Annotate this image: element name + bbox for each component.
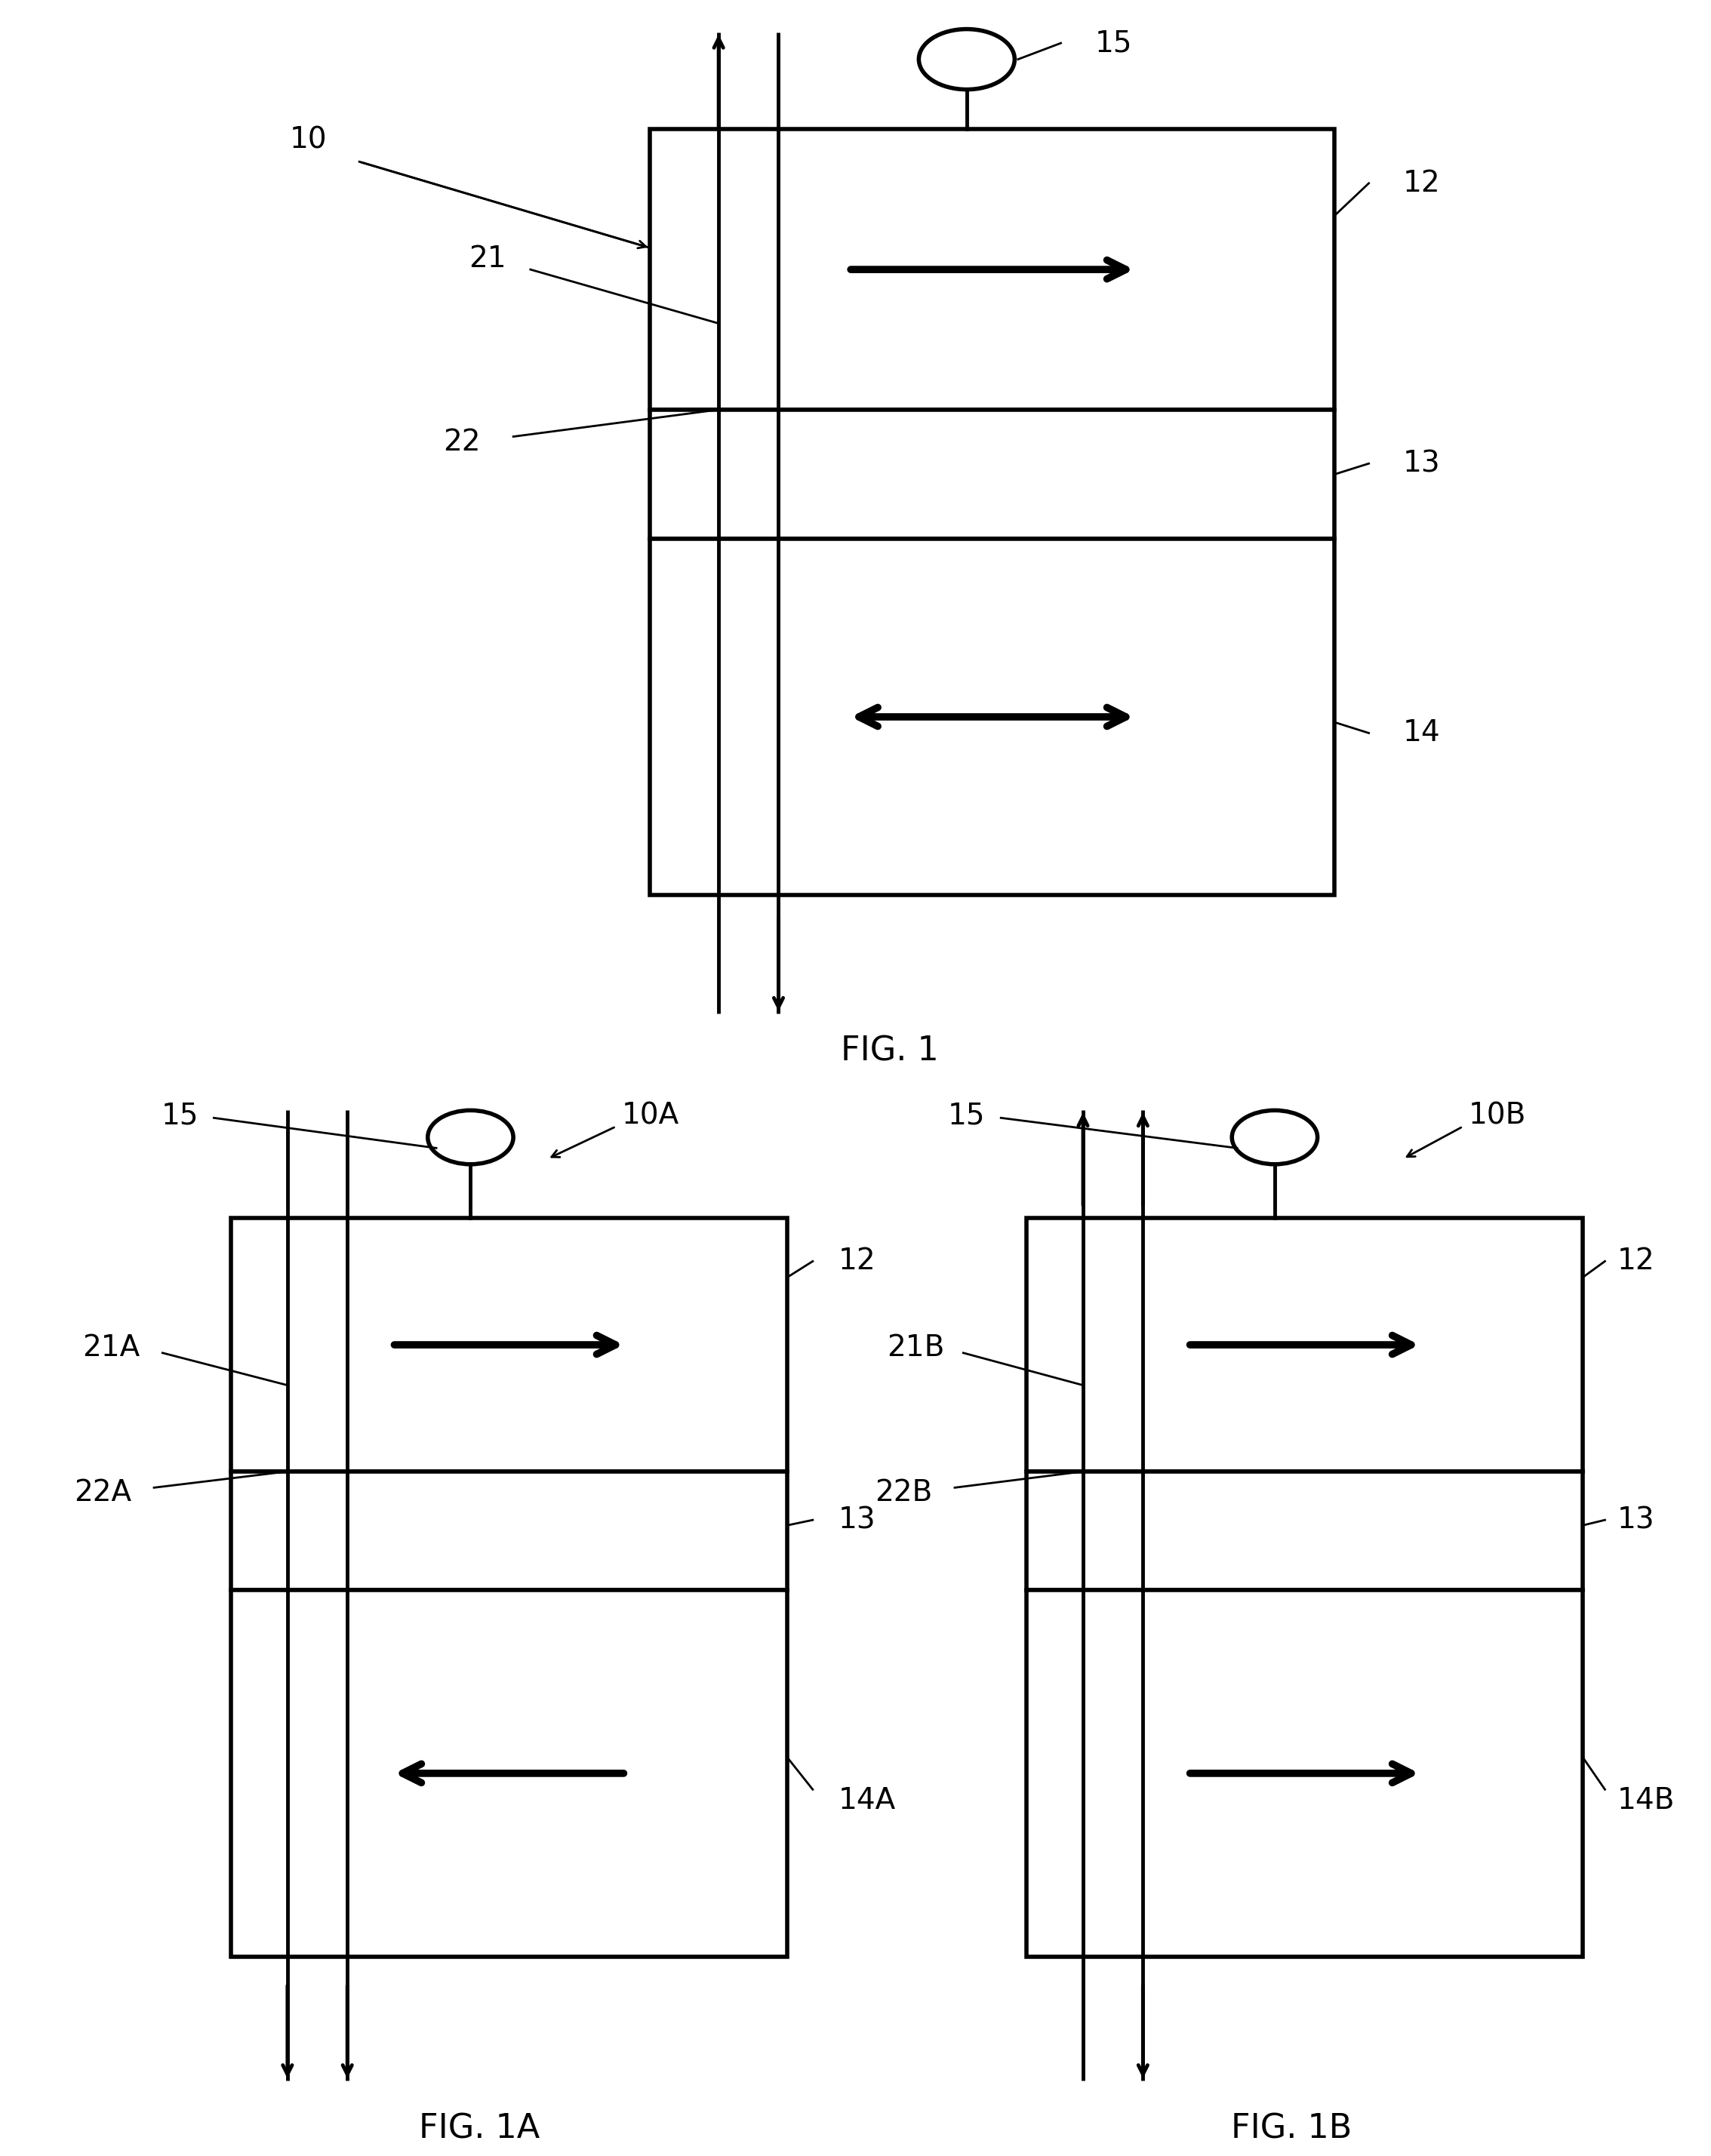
Text: 21: 21: [469, 244, 506, 274]
Bar: [231, 1591, 787, 1958]
Text: 14B: 14B: [1617, 1785, 1675, 1815]
Circle shape: [919, 30, 1015, 91]
Bar: [1027, 1470, 1583, 1591]
Text: 21A: 21A: [82, 1332, 140, 1363]
Text: 15: 15: [948, 1102, 986, 1130]
Text: 12: 12: [1617, 1246, 1655, 1276]
Text: 15: 15: [161, 1102, 198, 1130]
Text: 10: 10: [289, 125, 327, 155]
Text: 14A: 14A: [838, 1785, 897, 1815]
Text: 13: 13: [1617, 1505, 1655, 1535]
Text: 22B: 22B: [874, 1479, 932, 1507]
Bar: [650, 129, 1335, 410]
Bar: [1027, 1591, 1583, 1958]
Bar: [231, 1470, 787, 1591]
Bar: [231, 1218, 787, 1470]
Text: 12: 12: [838, 1246, 876, 1276]
Text: 22: 22: [443, 427, 481, 457]
Bar: [1027, 1218, 1583, 1470]
Text: 12: 12: [1403, 168, 1441, 198]
Text: 22A: 22A: [74, 1479, 132, 1507]
Text: FIG. 1B: FIG. 1B: [1232, 2113, 1352, 2145]
Circle shape: [428, 1110, 513, 1164]
Text: FIG. 1: FIG. 1: [840, 1035, 939, 1067]
Text: 13: 13: [838, 1505, 876, 1535]
Text: FIG. 1A: FIG. 1A: [419, 2113, 539, 2145]
Bar: [650, 410, 1335, 539]
Circle shape: [1232, 1110, 1317, 1164]
Bar: [650, 539, 1335, 895]
Text: 15: 15: [1095, 28, 1133, 58]
Text: 14: 14: [1403, 718, 1441, 748]
Text: 10B: 10B: [1468, 1102, 1526, 1130]
Text: 13: 13: [1403, 448, 1441, 479]
Text: 21B: 21B: [886, 1332, 944, 1363]
Text: 10A: 10A: [621, 1102, 679, 1130]
